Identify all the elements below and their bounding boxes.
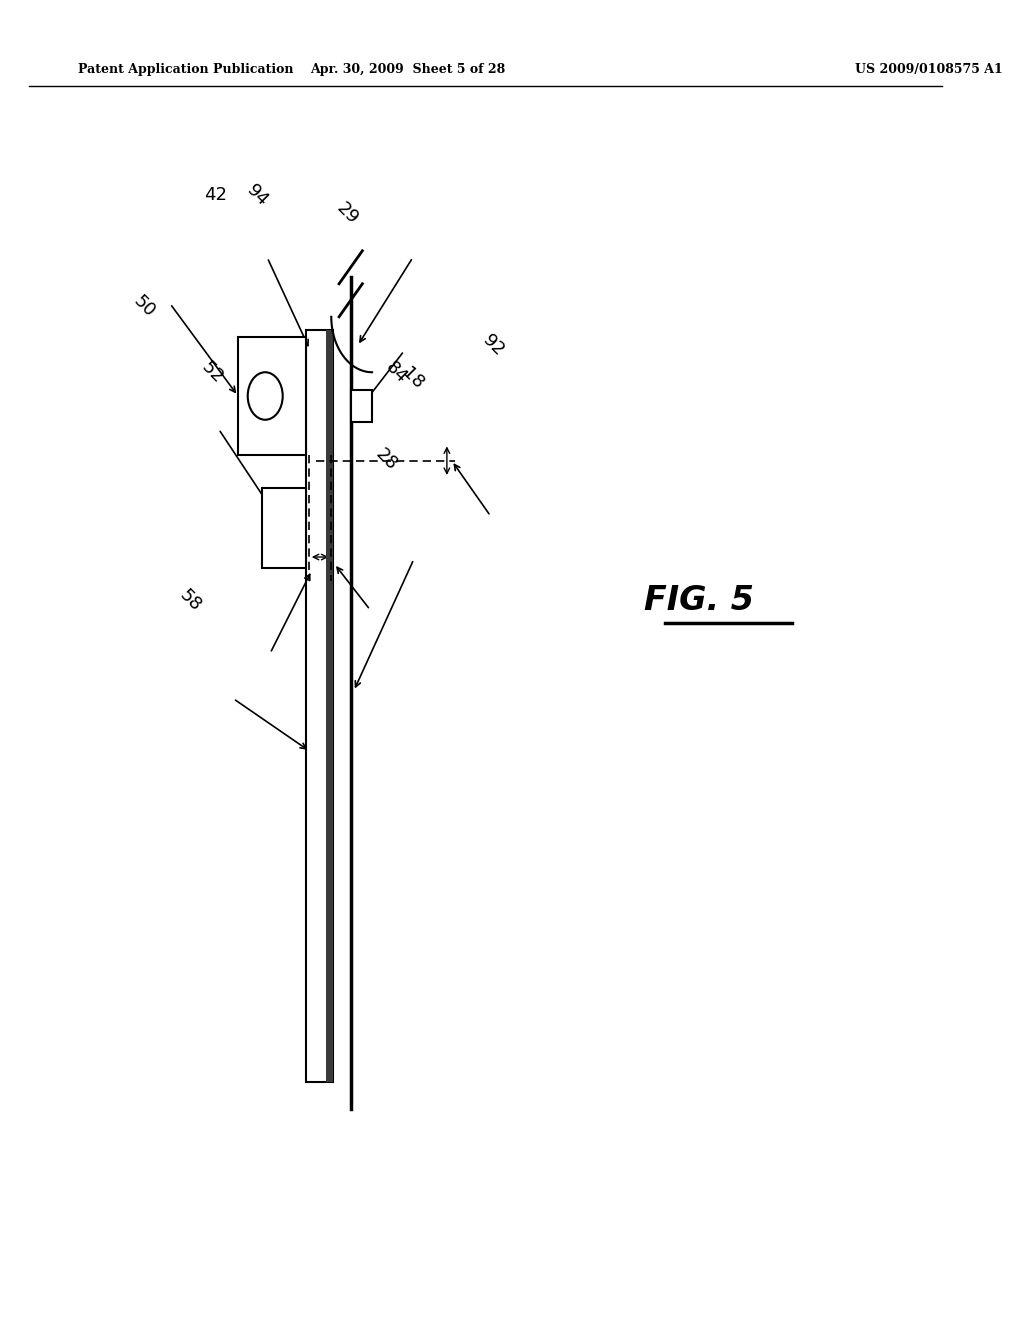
Text: Patent Application Publication: Patent Application Publication [78, 63, 293, 77]
Bar [262, 488, 306, 568]
Text: 52: 52 [198, 358, 226, 387]
Text: 94: 94 [243, 181, 272, 210]
Text: 84: 84 [382, 358, 411, 387]
Text: Apr. 30, 2009  Sheet 5 of 28: Apr. 30, 2009 Sheet 5 of 28 [310, 63, 506, 77]
Circle shape [248, 372, 283, 420]
Bar [238, 337, 306, 455]
Bar [327, 330, 333, 1082]
Text: 28: 28 [372, 445, 401, 474]
Text: 92: 92 [479, 331, 508, 360]
Text: FIG. 5: FIG. 5 [644, 583, 755, 616]
Text: 58: 58 [176, 586, 205, 615]
Bar [350, 391, 372, 422]
Text: 18: 18 [398, 364, 427, 393]
Text: 50: 50 [129, 292, 158, 321]
Text: 29: 29 [333, 199, 362, 228]
Text: US 2009/0108575 A1: US 2009/0108575 A1 [855, 63, 1002, 77]
Text: 42: 42 [204, 186, 227, 205]
Bar [306, 330, 333, 1082]
